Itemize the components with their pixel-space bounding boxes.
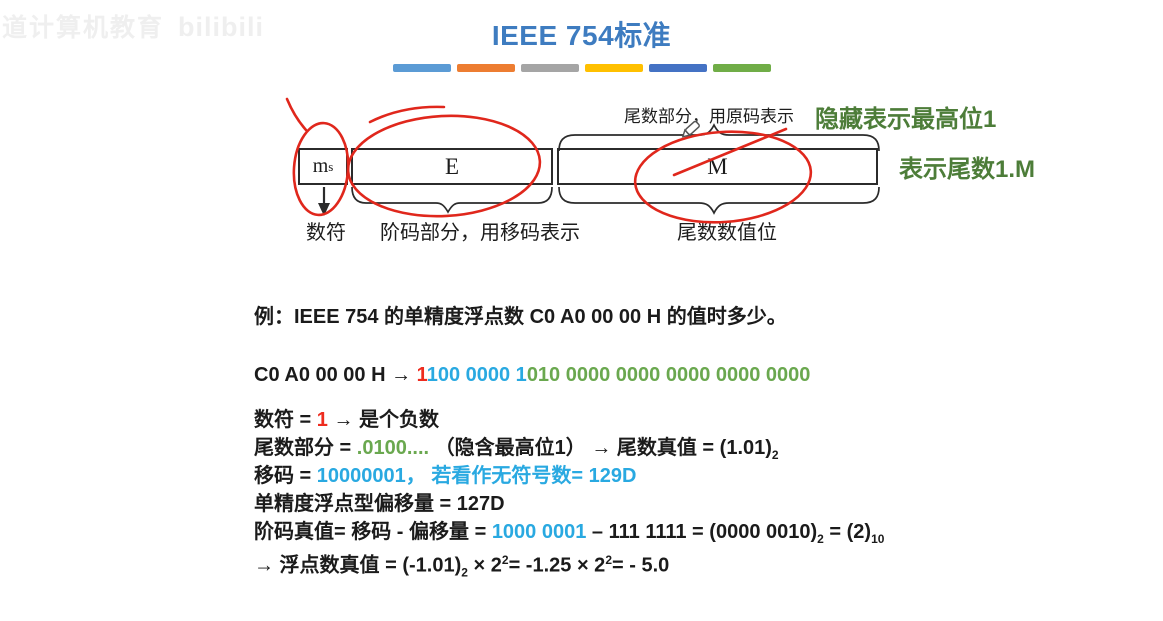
accent-bar (712, 64, 771, 72)
mantissa-top-label: 尾数部分，用原码表示 (624, 107, 794, 126)
field-box-mantissa: M (557, 148, 878, 185)
accent-bar (648, 64, 707, 72)
field-label-exponent: E (444, 153, 460, 179)
label-sign: 数符 (306, 222, 346, 244)
accent-bar (456, 64, 515, 72)
brace-under-mantissa (558, 186, 880, 215)
green-note-hidden-bit: 隐藏表示最高位1 (815, 106, 997, 133)
bilibili-logo: bilibili (178, 12, 265, 42)
accent-bars (0, 64, 1163, 72)
sign-arrow (318, 187, 330, 216)
label-mantissa-digits: 尾数数值位 (677, 222, 777, 244)
green-note-mantissa-value: 表示尾数1.M (899, 156, 1036, 183)
page-title: IEEE 754标准 (491, 20, 672, 51)
example-line: C0 A0 00 00 H → 1100 0000 1010 0000 0000… (254, 364, 811, 386)
red-squiggle-exponent (368, 105, 446, 124)
watermark-text: 道计算机教育 (2, 14, 165, 42)
example-line: → 浮点数真值 = (-1.01)2 × 22= -1.25 × 22= - 5… (254, 553, 670, 580)
field-label-sign-sub: s (328, 158, 334, 174)
example-line: 例：IEEE 754 的单精度浮点数 C0 A0 00 00 H 的值时多少。 (254, 306, 787, 328)
field-box-exponent: E (351, 148, 553, 185)
accent-bar (520, 64, 579, 72)
field-label-mantissa: M (707, 153, 728, 179)
field-label-sign: m (312, 155, 329, 177)
watermark: 道计算机教育 bilibili (2, 8, 264, 44)
accent-bar (392, 64, 451, 72)
example-line: 阶码真值= 移码 - 偏移量 = 1000 0001 – 111 1111 = … (254, 521, 885, 546)
accent-bar (584, 64, 643, 72)
red-tail-sign (285, 97, 308, 132)
example-block: 例：IEEE 754 的单精度浮点数 C0 A0 00 00 H 的值时多少。 C… (254, 303, 885, 580)
brace-under-exponent (351, 186, 553, 214)
example-line: 单精度浮点型偏移量 = 127D (254, 493, 505, 515)
label-exponent-part: 阶码部分，用移码表示 (380, 222, 580, 244)
example-line: 尾数部分 = .0100.... （隐含最高位1） → 尾数真值 = (1.01… (254, 437, 779, 462)
example-line: 数符 = 1 → 是个负数 (254, 409, 440, 431)
example-line: 移码 = 10000001， 若看作无符号数= 129D (254, 465, 637, 487)
